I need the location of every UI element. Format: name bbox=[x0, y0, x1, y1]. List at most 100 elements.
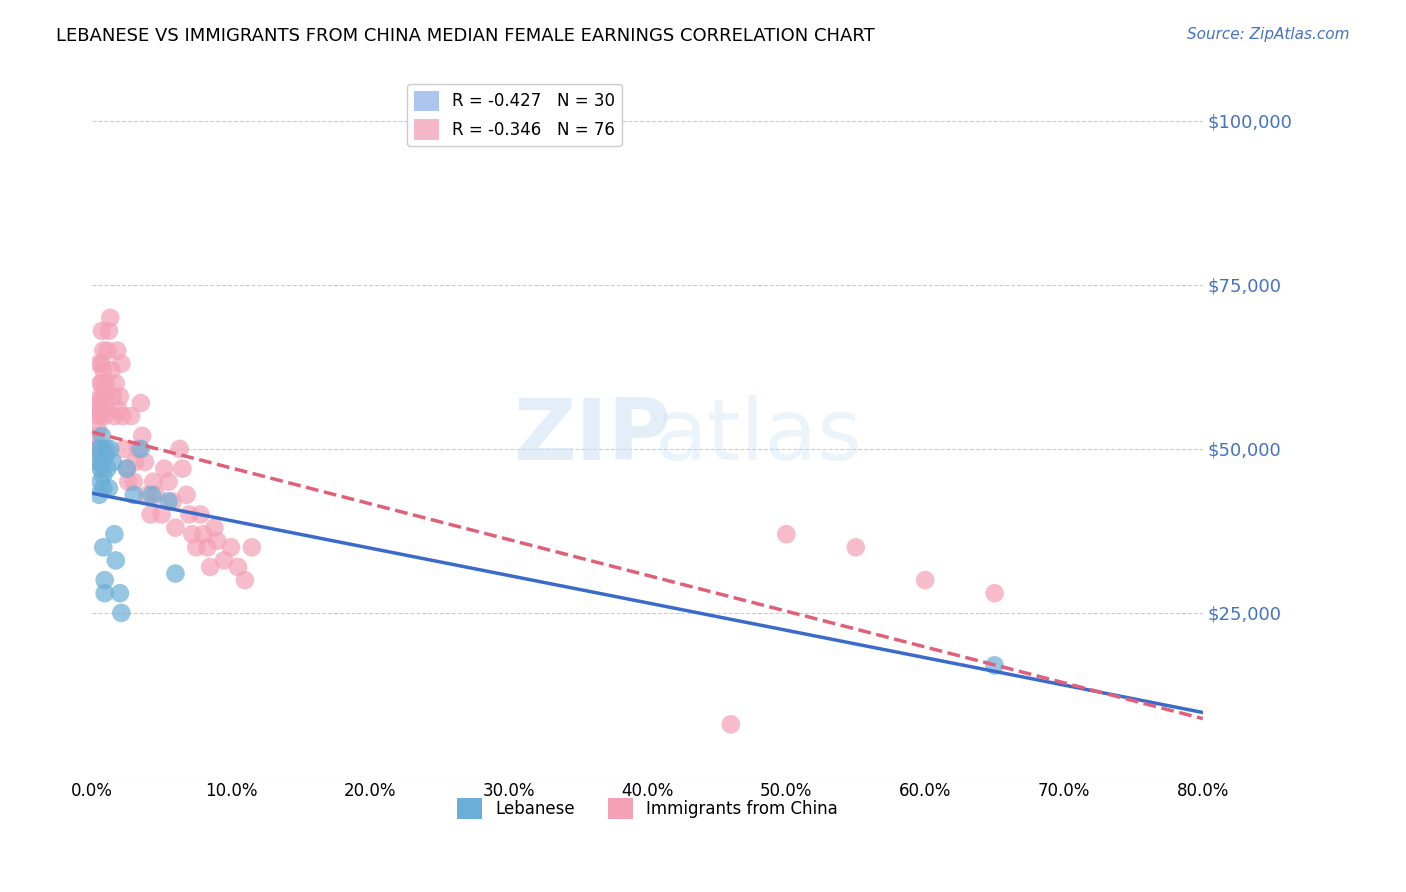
Immigrants from China bbox=[91, 389, 114, 403]
Immigrants from China bbox=[90, 402, 112, 417]
Immigrants from China bbox=[111, 409, 134, 424]
Lebanese bbox=[89, 475, 111, 489]
Immigrants from China bbox=[142, 475, 165, 489]
Lebanese bbox=[141, 488, 163, 502]
Immigrants from China bbox=[94, 376, 117, 391]
Immigrants from China bbox=[983, 586, 1005, 600]
Immigrants from China bbox=[205, 533, 228, 548]
Immigrants from China bbox=[120, 409, 142, 424]
Lebanese bbox=[115, 461, 138, 475]
Immigrants from China bbox=[101, 389, 124, 403]
Lebanese bbox=[983, 658, 1005, 673]
Lebanese bbox=[103, 527, 125, 541]
Immigrants from China bbox=[775, 527, 797, 541]
Lebanese bbox=[87, 488, 110, 502]
Immigrants from China bbox=[96, 343, 118, 358]
Immigrants from China bbox=[193, 527, 215, 541]
Immigrants from China bbox=[98, 310, 121, 325]
Immigrants from China bbox=[172, 461, 194, 475]
Lebanese bbox=[90, 429, 112, 443]
Immigrants from China bbox=[131, 429, 153, 443]
Immigrants from China bbox=[198, 560, 221, 574]
Lebanese bbox=[108, 586, 131, 600]
Immigrants from China bbox=[87, 357, 110, 371]
Lebanese bbox=[90, 442, 112, 456]
Immigrants from China bbox=[87, 396, 110, 410]
Immigrants from China bbox=[914, 573, 936, 587]
Text: ZIP: ZIP bbox=[513, 395, 671, 478]
Immigrants from China bbox=[150, 508, 173, 522]
Immigrants from China bbox=[122, 475, 145, 489]
Immigrants from China bbox=[139, 508, 162, 522]
Lebanese bbox=[157, 494, 180, 508]
Immigrants from China bbox=[169, 442, 191, 456]
Immigrants from China bbox=[94, 402, 117, 417]
Immigrants from China bbox=[124, 455, 146, 469]
Lebanese bbox=[165, 566, 187, 581]
Immigrants from China bbox=[197, 541, 219, 555]
Immigrants from China bbox=[181, 527, 204, 541]
Immigrants from China bbox=[107, 402, 129, 417]
Immigrants from China bbox=[87, 455, 110, 469]
Immigrants from China bbox=[845, 541, 868, 555]
Immigrants from China bbox=[100, 363, 122, 377]
Immigrants from China bbox=[219, 541, 242, 555]
Text: atlas: atlas bbox=[655, 395, 862, 478]
Immigrants from China bbox=[91, 343, 114, 358]
Immigrants from China bbox=[103, 409, 125, 424]
Lebanese bbox=[91, 481, 114, 495]
Lebanese bbox=[87, 442, 110, 456]
Lebanese bbox=[90, 455, 112, 469]
Immigrants from China bbox=[186, 541, 208, 555]
Immigrants from China bbox=[91, 363, 114, 377]
Legend: Lebanese, Immigrants from China: Lebanese, Immigrants from China bbox=[450, 791, 845, 825]
Lebanese bbox=[129, 442, 152, 456]
Lebanese bbox=[104, 553, 127, 567]
Lebanese bbox=[87, 455, 110, 469]
Lebanese bbox=[91, 541, 114, 555]
Lebanese bbox=[93, 586, 115, 600]
Immigrants from China bbox=[87, 402, 110, 417]
Immigrants from China bbox=[112, 442, 135, 456]
Immigrants from China bbox=[202, 521, 225, 535]
Immigrants from China bbox=[90, 376, 112, 391]
Lebanese bbox=[93, 573, 115, 587]
Immigrants from China bbox=[129, 396, 152, 410]
Immigrants from China bbox=[162, 494, 184, 508]
Immigrants from China bbox=[720, 717, 742, 731]
Lebanese bbox=[97, 481, 120, 495]
Immigrants from China bbox=[136, 488, 159, 502]
Immigrants from China bbox=[115, 461, 138, 475]
Text: Source: ZipAtlas.com: Source: ZipAtlas.com bbox=[1187, 27, 1350, 42]
Immigrants from China bbox=[86, 429, 108, 443]
Immigrants from China bbox=[190, 508, 212, 522]
Immigrants from China bbox=[89, 409, 111, 424]
Immigrants from China bbox=[153, 461, 176, 475]
Immigrants from China bbox=[87, 422, 110, 436]
Immigrants from China bbox=[226, 560, 249, 574]
Immigrants from China bbox=[90, 324, 112, 338]
Immigrants from China bbox=[97, 324, 120, 338]
Immigrants from China bbox=[90, 357, 112, 371]
Immigrants from China bbox=[89, 389, 111, 403]
Lebanese bbox=[91, 468, 114, 483]
Immigrants from China bbox=[127, 442, 149, 456]
Lebanese bbox=[94, 442, 117, 456]
Immigrants from China bbox=[212, 553, 235, 567]
Immigrants from China bbox=[87, 442, 110, 456]
Immigrants from China bbox=[233, 573, 256, 587]
Immigrants from China bbox=[179, 508, 201, 522]
Immigrants from China bbox=[108, 389, 131, 403]
Lebanese bbox=[110, 606, 132, 620]
Lebanese bbox=[89, 461, 111, 475]
Immigrants from China bbox=[117, 475, 139, 489]
Immigrants from China bbox=[165, 521, 187, 535]
Text: LEBANESE VS IMMIGRANTS FROM CHINA MEDIAN FEMALE EARNINGS CORRELATION CHART: LEBANESE VS IMMIGRANTS FROM CHINA MEDIAN… bbox=[56, 27, 875, 45]
Immigrants from China bbox=[87, 409, 110, 424]
Immigrants from China bbox=[86, 442, 108, 456]
Lebanese bbox=[122, 488, 145, 502]
Immigrants from China bbox=[110, 357, 132, 371]
Immigrants from China bbox=[105, 343, 128, 358]
Lebanese bbox=[96, 461, 118, 475]
Immigrants from China bbox=[240, 541, 263, 555]
